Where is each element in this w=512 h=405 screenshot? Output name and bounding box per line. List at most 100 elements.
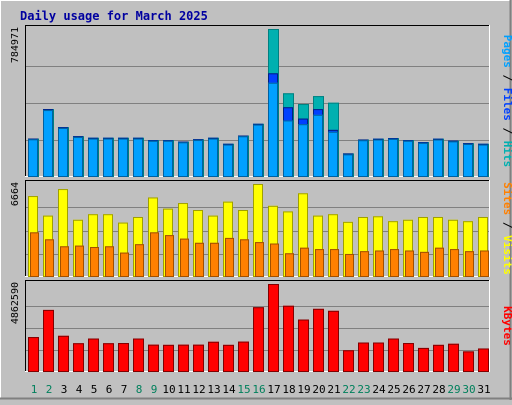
- day-group-20: [313, 96, 324, 178]
- bar-pages-3: [58, 127, 68, 177]
- bar-sites-11-edge: [180, 238, 189, 277]
- bar-kbytes-26-fill: [403, 343, 414, 372]
- bar-pages-10-fill: [163, 140, 173, 177]
- day-group-14: [223, 201, 234, 278]
- bar-visits-6-fill: [103, 214, 113, 277]
- day-group-11: [178, 141, 189, 178]
- day-group-21: [328, 310, 339, 373]
- bar-kbytes-5-edge: [88, 338, 99, 372]
- bar-sites-10: [165, 235, 174, 277]
- day-group-6: [103, 137, 114, 177]
- bar-pages-7: [118, 138, 128, 177]
- bar-kbytes-23: [358, 342, 369, 372]
- bar-pages-2: [43, 110, 53, 177]
- bar-sites-20-edge: [315, 249, 324, 278]
- day-group-31: [478, 348, 489, 373]
- day-group-19: [298, 319, 309, 372]
- bar-sites-25-edge: [390, 249, 399, 278]
- bar-sites-25: [390, 249, 399, 278]
- bar-visits-16-fill: [253, 184, 263, 277]
- bar-pages-13-fill: [208, 138, 218, 177]
- day-group-27: [418, 216, 429, 278]
- day-group-2: [43, 309, 54, 372]
- day-group-6: [103, 214, 114, 277]
- day-group-25: [388, 221, 399, 278]
- bar-sites-2: [45, 239, 54, 278]
- bar-kbytes-7-edge: [118, 343, 129, 373]
- day-label-19: 19: [297, 383, 310, 396]
- bar-pages-26: [403, 140, 413, 178]
- bar-kbytes-14-fill: [223, 344, 234, 372]
- bar-visits-31-fill: [478, 216, 488, 277]
- day-group-9: [148, 197, 159, 278]
- bar-sites-8: [135, 244, 144, 277]
- bar-sites-2-edge: [45, 239, 54, 278]
- day-group-2: [43, 215, 54, 278]
- bar-sites-24-fill: [375, 250, 384, 277]
- bar-sites-2-fill: [45, 239, 54, 277]
- bar-kbytes-18-fill: [283, 305, 294, 372]
- day-label-20: 20: [312, 383, 325, 396]
- bar-sites-7-fill: [120, 252, 129, 277]
- bar-sites-21-fill: [330, 249, 339, 277]
- day-label-1: 1: [31, 383, 38, 396]
- day-label-28: 28: [432, 383, 445, 396]
- bar-kbytes-24-fill: [373, 342, 384, 372]
- bar-pages-6-fill: [103, 138, 113, 177]
- legend-visits-sites: Sites / Visits: [501, 182, 512, 275]
- bar-sites-14-edge: [225, 237, 234, 277]
- legend-part-1: KBytes: [501, 306, 512, 346]
- day-group-3: [58, 335, 69, 372]
- bar-sites-26-fill: [405, 250, 414, 277]
- bar-sites-22-fill: [345, 253, 354, 277]
- bar-sites-13-edge: [210, 242, 219, 277]
- day-group-23: [358, 216, 369, 278]
- bar-pages-3-fill: [58, 127, 68, 177]
- day-label-2: 2: [46, 383, 53, 396]
- bar-sites-18: [285, 253, 294, 278]
- day-group-30: [463, 351, 474, 372]
- bar-pages-10-edge: [163, 140, 173, 178]
- bar-pages-22-edge: [343, 154, 353, 177]
- bar-kbytes-15-fill: [238, 341, 249, 372]
- bar-kbytes-8-fill: [133, 338, 144, 372]
- bar-pages-9-fill: [148, 140, 158, 177]
- bar-kbytes-16-fill: [253, 307, 264, 372]
- bar-kbytes-2: [43, 309, 54, 372]
- bar-kbytes-17: [268, 284, 279, 372]
- bar-kbytes-30-edge: [463, 351, 474, 372]
- bar-pages-17: [268, 82, 278, 177]
- bar-sites-4-edge: [75, 245, 84, 278]
- bar-sites-20-fill: [315, 249, 324, 277]
- bar-sites-21: [330, 249, 339, 278]
- day-group-17: [268, 205, 279, 278]
- bar-sites-21-edge: [330, 249, 339, 278]
- bar-kbytes-17-fill: [268, 284, 279, 372]
- bar-sites-5: [90, 246, 99, 277]
- day-label-11: 11: [177, 383, 190, 396]
- bar-sites-14-fill: [225, 237, 234, 277]
- bar-pages-17-edge: [268, 82, 278, 177]
- day-group-14: [223, 344, 234, 372]
- day-group-9: [148, 140, 159, 178]
- day-group-29: [448, 343, 459, 372]
- day-label-17: 17: [267, 383, 280, 396]
- bar-pages-2-fill: [43, 110, 53, 177]
- day-group-22: [343, 221, 354, 277]
- bar-sites-23-edge: [360, 251, 369, 278]
- bar-visits-7-fill: [118, 222, 128, 277]
- bar-kbytes-27-fill: [418, 347, 429, 372]
- bar-kbytes-4-fill: [73, 343, 84, 372]
- bar-kbytes-31-fill: [478, 348, 489, 372]
- bar-kbytes-9: [148, 344, 159, 373]
- day-group-11: [178, 344, 189, 373]
- day-label-14: 14: [222, 383, 236, 396]
- bar-sites-24: [375, 250, 384, 277]
- day-label-31: 31: [477, 383, 490, 396]
- panel-hits-files-pages: 784971 Pages / Files / Hits: [10, 25, 512, 178]
- bar-kbytes-5-fill: [88, 338, 99, 372]
- bar-kbytes-12: [193, 344, 204, 373]
- bar-kbytes-25: [388, 338, 399, 372]
- bar-visits-18-fill: [283, 211, 293, 277]
- day-group-4: [73, 343, 84, 373]
